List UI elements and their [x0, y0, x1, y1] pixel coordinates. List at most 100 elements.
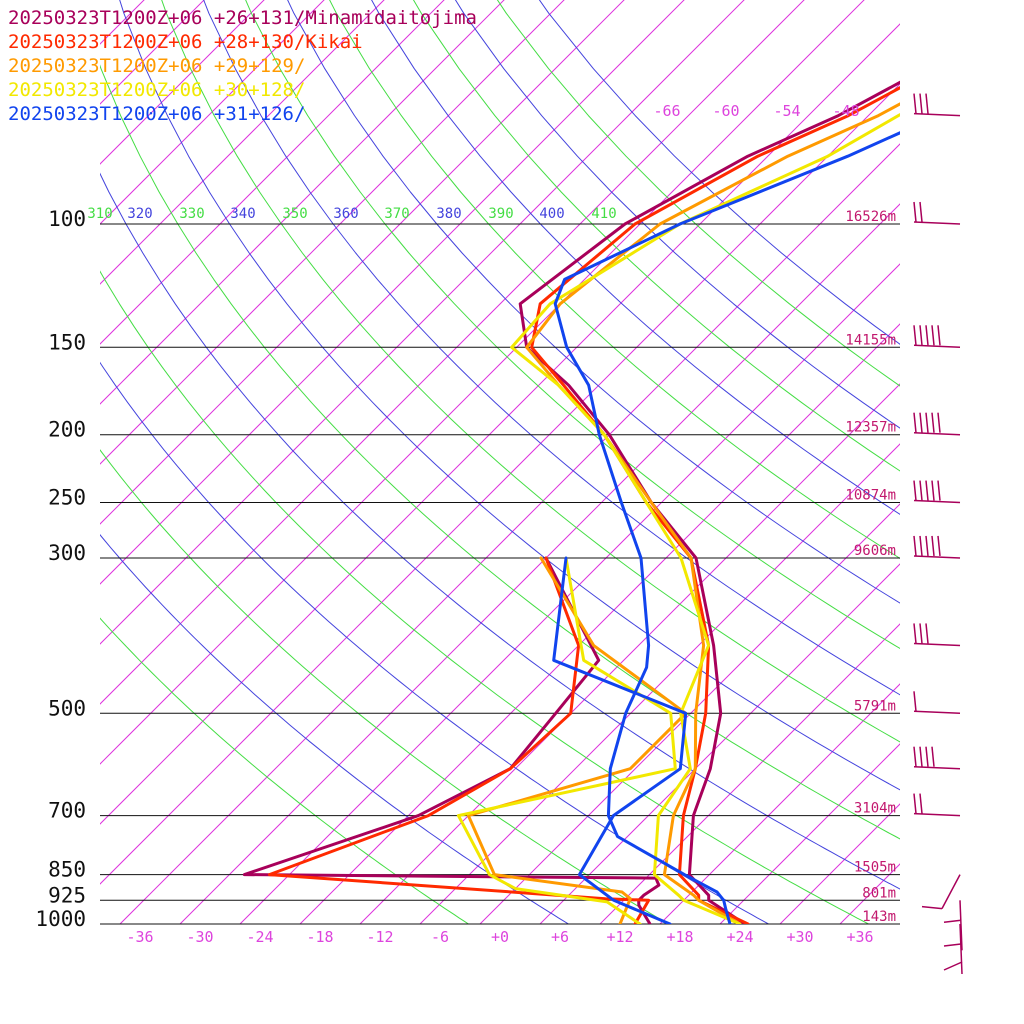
barb-staff [941, 874, 961, 909]
pressure-label: 200 [48, 418, 86, 442]
x-tick-label: -30 [186, 928, 213, 946]
height-label: 16526m [845, 209, 896, 225]
legend-entry: 20250323T1200Z+06 +26+131/Minamidaitojim… [8, 7, 477, 29]
adiabat-label: 310 [87, 206, 112, 222]
barb-feather [925, 535, 929, 557]
barb-staff [913, 555, 961, 559]
adiabat-label: 390 [488, 206, 513, 222]
isotherm-top-label: -66 [653, 102, 680, 120]
x-tick-label: +36 [846, 928, 873, 946]
dry-adiabat [119, 0, 900, 791]
barb-feather [919, 793, 923, 814]
x-tick-label: +30 [786, 928, 813, 946]
barb-feather [913, 412, 917, 433]
dewpoint-trace [242, 556, 661, 924]
barb-staff [913, 112, 961, 117]
barb-feather [913, 691, 917, 712]
height-label: 143m [862, 909, 896, 925]
isotherm [100, 0, 145, 45]
pressure-label: 150 [48, 330, 86, 354]
dewpoint-trace [456, 556, 677, 924]
barb-feather [937, 480, 941, 501]
isotherm [100, 0, 505, 405]
isotherm [100, 23, 900, 825]
barb-feather [913, 746, 917, 767]
x-tick-label: -12 [366, 928, 393, 946]
barb-staff [913, 431, 961, 436]
pressure-label: 1000 [35, 907, 86, 931]
barb-feather [931, 535, 935, 557]
barb-feather [943, 943, 962, 947]
wind-barb [913, 623, 961, 647]
temperature-trace [518, 80, 900, 924]
dry-adiabat [412, 0, 900, 472]
isotherm [659, 683, 900, 924]
dry-adiabat [100, 64, 900, 840]
barb-feather [931, 746, 935, 767]
isotherm [719, 743, 900, 924]
pressure-label: 700 [48, 799, 86, 823]
isotherm [839, 863, 900, 924]
barb-feather [925, 623, 929, 644]
barb-feather [925, 480, 929, 501]
barb-staff [913, 642, 961, 647]
adiabat-label: 410 [591, 206, 616, 222]
height-label: 14155m [845, 332, 896, 348]
wind-barb [921, 874, 961, 910]
legend-entry: 20250323T1200Z+06 +31+126/ [8, 103, 305, 125]
barb-feather [919, 201, 923, 223]
barb-feather [943, 961, 963, 971]
height-label: 3104m [854, 801, 896, 817]
isotherm [539, 563, 900, 924]
sounding-traces [242, 80, 900, 924]
height-label: 801m [862, 885, 896, 901]
barb-feather [919, 325, 923, 346]
height-label: 5791m [854, 698, 896, 714]
barb-feather [937, 412, 941, 433]
isotherm [239, 263, 900, 924]
pressure-label: 850 [48, 858, 86, 882]
isotherm [100, 0, 445, 345]
pressure-label: 100 [48, 207, 86, 231]
x-tick-label: -18 [306, 928, 333, 946]
barb-feather [913, 480, 917, 501]
barb-staff [959, 900, 963, 951]
x-tick-label: -36 [126, 928, 153, 946]
diagram-grid [100, 0, 900, 924]
wind-barb [913, 535, 961, 559]
barb-feather [937, 325, 941, 346]
barb-feather [913, 793, 917, 814]
barb-feather [919, 623, 923, 644]
height-label: 9606m [854, 543, 896, 559]
wind-barb [943, 923, 963, 975]
adiabat-label: 370 [384, 206, 409, 222]
dry-adiabat [371, 0, 900, 515]
x-tick-label: +18 [666, 928, 693, 946]
wind-barb [913, 480, 961, 504]
height-label: 1505m [854, 860, 896, 876]
dry-adiabat [100, 449, 670, 924]
wind-barb [913, 93, 961, 117]
isotherm [419, 443, 900, 924]
isotherm [100, 0, 805, 705]
isotherm-top-label: -48 [832, 102, 859, 120]
legend-entry: 20250323T1200Z+06 +30+128/ [8, 79, 305, 101]
adiabat-label: 330 [179, 206, 204, 222]
barb-staff [959, 923, 963, 975]
barb-feather [925, 93, 929, 114]
dry-adiabat [100, 361, 770, 924]
dry-adiabat [245, 0, 900, 650]
wind-barb [913, 691, 961, 715]
dry-adiabat [161, 0, 900, 743]
temperature-trace [510, 112, 900, 924]
isotherm [100, 0, 385, 285]
wind-barb [913, 325, 961, 349]
barb-feather [943, 919, 962, 924]
x-tick-label: +12 [606, 928, 633, 946]
wind-barb [913, 201, 961, 225]
wind-barb [913, 746, 961, 770]
barb-feather [913, 201, 917, 223]
barb-feather [937, 535, 941, 557]
barb-staff [913, 221, 961, 225]
isotherm [599, 623, 900, 924]
